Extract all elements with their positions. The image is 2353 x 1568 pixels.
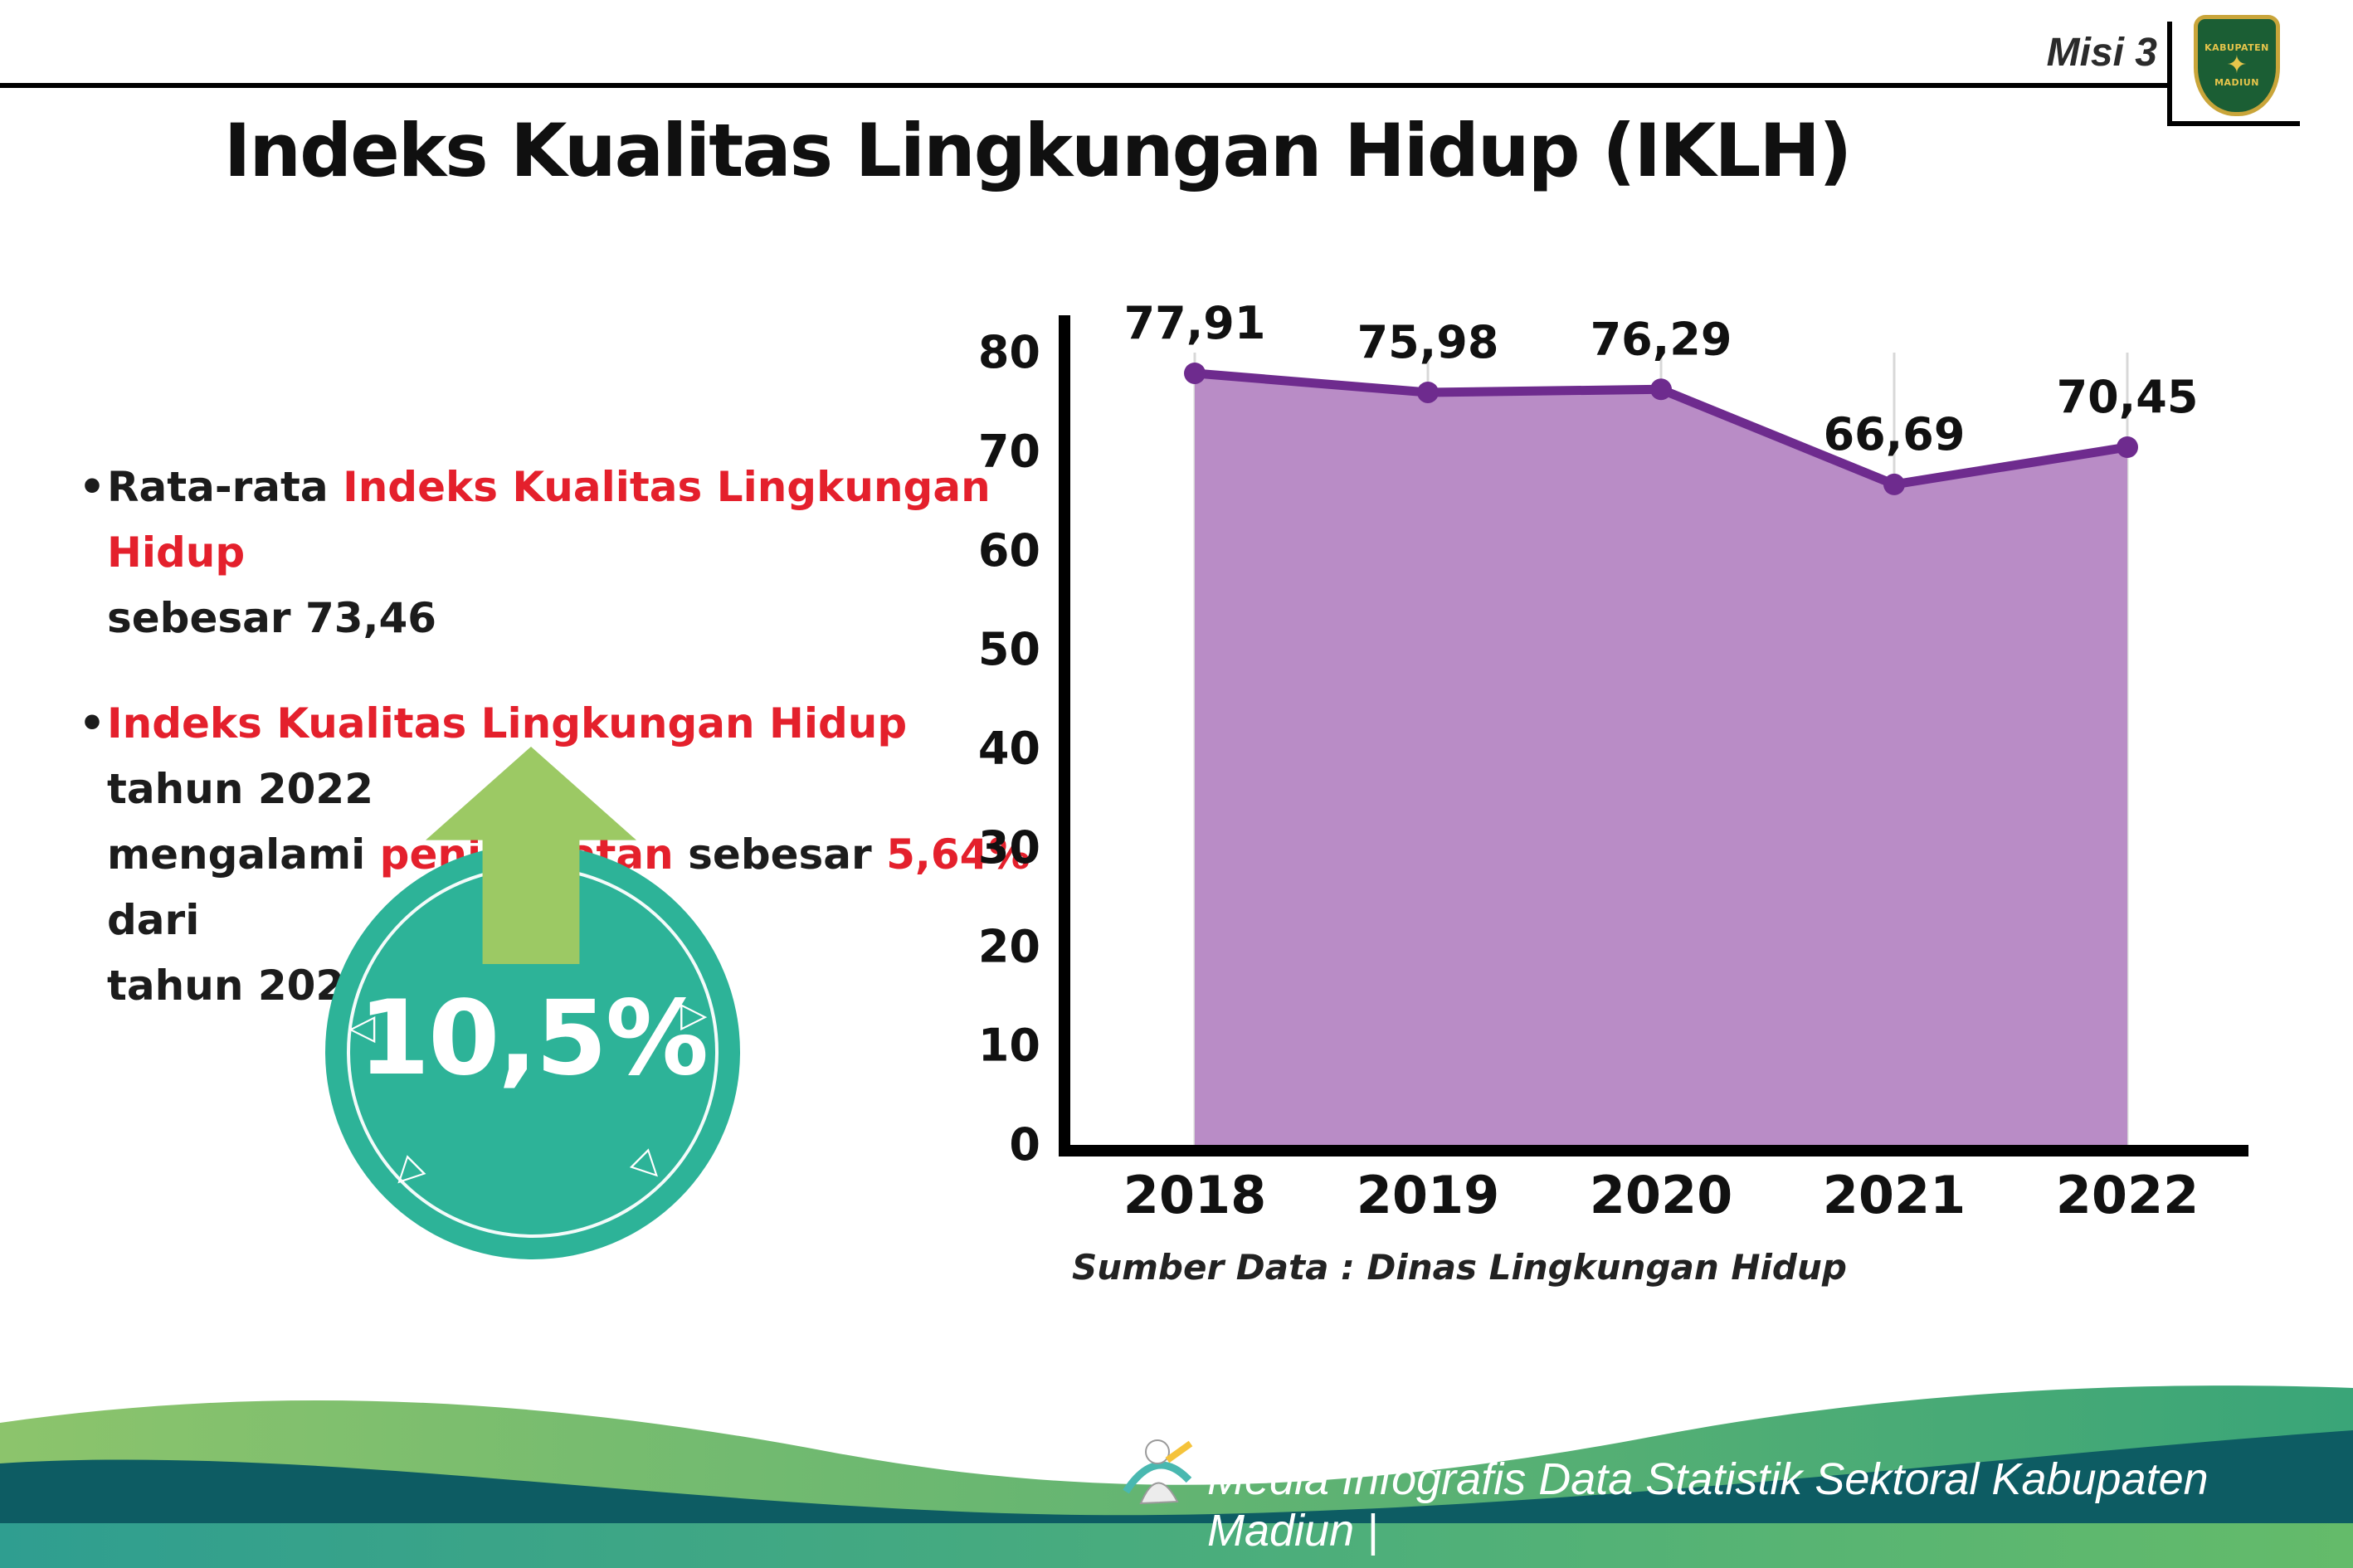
bullet-dot: •	[79, 699, 105, 747]
tick-triangle-icon	[392, 1152, 418, 1192]
svg-text:30: 30	[978, 821, 1040, 874]
svg-text:2020: 2020	[1590, 1165, 1733, 1225]
logo-frame	[2167, 121, 2300, 126]
increase-badge: 10,5%	[319, 747, 743, 1269]
bullet-average-iklh: • Rata-rata Indeks Kualitas Lingkungan H…	[79, 455, 1041, 651]
crest-bottom-text: MADIUN	[2214, 77, 2259, 88]
footer-brand-text: Media Infografis Data Statistik Sektoral…	[1207, 1454, 2209, 1556]
svg-text:75,98: 75,98	[1357, 316, 1499, 368]
star-icon: ✦	[2226, 51, 2248, 80]
bullet-increase-2022: • Indeks Kualitas Lingkungan Hidup tahun…	[79, 691, 1041, 1019]
svg-text:77,91: 77,91	[1124, 297, 1266, 349]
logo-frame	[2167, 22, 2172, 126]
bullet-line: mengalami peningkatan sebesar 5,64% dari	[107, 830, 1045, 944]
increase-percentage: 10,5%	[358, 979, 709, 1098]
svg-text:66,69: 66,69	[1824, 408, 1966, 460]
bullet-line: Rata-rata Indeks Kualitas Lingkungan Hid…	[107, 463, 1006, 577]
bullet-line: Indeks Kualitas Lingkungan Hidup tahun 2…	[107, 699, 922, 813]
svg-text:0: 0	[1009, 1118, 1040, 1171]
bullet-dot: •	[79, 463, 105, 511]
svg-text:20: 20	[978, 920, 1040, 972]
footer-strip	[0, 1523, 2353, 1568]
mascot-icon	[1123, 1439, 1193, 1505]
svg-text:Sumber Data : Dinas Lingkungan: Sumber Data : Dinas Lingkungan Hidup	[1072, 1247, 1847, 1288]
crest-top-text: KABUPATEN	[2204, 41, 2269, 53]
svg-text:70: 70	[978, 425, 1040, 477]
svg-text:2018: 2018	[1123, 1165, 1267, 1225]
svg-text:2021: 2021	[1823, 1165, 1966, 1225]
svg-text:76,29: 76,29	[1591, 313, 1732, 365]
svg-text:40: 40	[978, 723, 1040, 775]
tick-triangle-icon	[637, 1145, 664, 1186]
page-title: Indeks Kualitas Lingkungan Hidup (IKLH)	[223, 108, 1853, 193]
svg-text:70,45: 70,45	[2057, 371, 2199, 423]
bullet-line: sebesar 73,46	[107, 594, 437, 642]
misi-label: Misi 3	[2046, 31, 2157, 75]
svg-text:80: 80	[978, 326, 1040, 378]
svg-text:2022: 2022	[2056, 1165, 2200, 1225]
svg-text:2019: 2019	[1357, 1165, 1500, 1225]
kabupaten-madiun-crest-logo: KABUPATEN ✦ MADIUN	[2194, 15, 2280, 116]
svg-text:60: 60	[978, 524, 1040, 577]
iklh-area-chart: 0 10 20 30 40 50 60 70 80 2018 2019 2020 2021 2022 77,…	[978, 297, 2248, 1288]
svg-text:50: 50	[978, 623, 1040, 675]
header-divider	[0, 83, 2167, 88]
key-points: • Rata-rata Indeks Kualitas Lingkungan H…	[79, 455, 1041, 1019]
svg-text:10: 10	[978, 1020, 1040, 1072]
footer-waves	[0, 1385, 2353, 1568]
